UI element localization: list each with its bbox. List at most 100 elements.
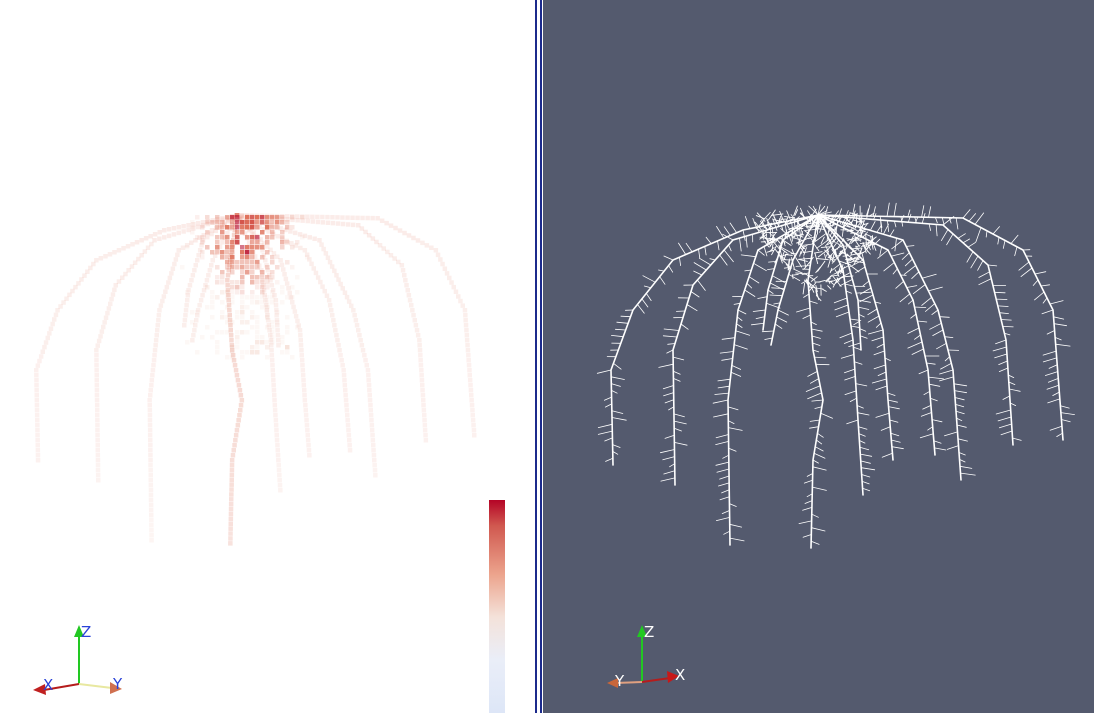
density-cell	[148, 483, 154, 488]
density-cell	[240, 305, 245, 310]
lateral-root	[1034, 271, 1047, 275]
density-cell	[290, 285, 295, 290]
crown-root	[763, 240, 770, 248]
density-cell	[225, 235, 230, 240]
crown-root	[784, 215, 794, 219]
density-cell	[342, 290, 348, 295]
density-cell	[260, 280, 265, 285]
lateral-root	[780, 246, 795, 255]
density-cell	[230, 290, 235, 295]
density-cell	[463, 323, 469, 328]
root-system-scene[interactable]: Z X Y	[543, 0, 1094, 713]
density-cell	[250, 350, 255, 355]
density-cell	[280, 216, 285, 222]
crown-root	[815, 284, 818, 293]
density-cell	[236, 383, 242, 388]
lateral-root	[774, 323, 783, 329]
lateral-root	[811, 328, 823, 332]
density-cell	[306, 443, 311, 448]
crown-root	[759, 236, 773, 241]
density-cell	[464, 328, 469, 333]
lateral-root	[1060, 412, 1075, 416]
density-cell	[228, 536, 233, 541]
density-cell	[225, 225, 230, 230]
lateral-root	[803, 479, 813, 484]
lateral-root	[914, 306, 927, 309]
density-cell	[260, 248, 265, 253]
density-cell	[363, 358, 368, 363]
lateral-root	[807, 370, 818, 377]
density-cell	[275, 220, 280, 225]
density-cell	[175, 252, 180, 258]
lateral-root	[811, 399, 824, 402]
density-cell	[226, 219, 231, 224]
density-cell	[250, 350, 255, 355]
density-cell	[185, 245, 190, 250]
density-cell	[263, 303, 269, 308]
right-render-view[interactable]: Z X Y	[543, 0, 1094, 713]
density-cell	[366, 378, 371, 383]
density-cell	[245, 295, 250, 300]
density-cell	[230, 285, 235, 290]
density-cell	[250, 250, 255, 255]
lateral-root	[596, 369, 612, 374]
density-cell	[275, 320, 280, 325]
view-splitter[interactable]	[534, 0, 543, 713]
density-cell	[150, 368, 156, 373]
density-cell	[240, 300, 245, 305]
density-cell	[280, 290, 285, 295]
density-cell	[265, 220, 270, 225]
lateral-root	[891, 446, 904, 450]
density-cell	[360, 348, 366, 353]
density-cell	[34, 408, 40, 413]
density-cell	[324, 293, 330, 298]
crown-root	[780, 248, 788, 254]
density-cell	[305, 255, 310, 260]
lateral-root	[721, 489, 730, 494]
density-cell	[270, 300, 275, 305]
density-cell	[230, 350, 235, 355]
density-cell	[313, 270, 319, 276]
crown-root	[793, 232, 797, 239]
lateral-root	[919, 433, 934, 439]
density-cell	[231, 358, 237, 363]
density-cell	[265, 275, 270, 280]
lateral-root	[1046, 384, 1060, 390]
density-cell	[255, 325, 260, 330]
density-cell	[157, 236, 162, 241]
lateral-root	[812, 466, 827, 471]
density-cell	[261, 253, 267, 258]
lateral-root	[997, 305, 1009, 307]
left-render-view[interactable]: Z X Y	[0, 0, 534, 713]
density-cell	[35, 363, 41, 368]
lateral-root	[1044, 371, 1059, 376]
density-cell	[190, 225, 195, 230]
density-cell	[220, 250, 225, 255]
lateral-root	[933, 440, 942, 444]
density-cell	[217, 225, 223, 230]
density-cell	[148, 488, 154, 493]
lateral-root	[859, 328, 867, 332]
density-cell	[305, 438, 311, 443]
density-cell	[148, 503, 154, 508]
lateral-root	[814, 406, 823, 409]
density-cell	[228, 521, 233, 527]
density-cell	[250, 280, 255, 285]
density-cell	[421, 403, 426, 408]
density-cell	[371, 448, 376, 453]
density-cell	[343, 393, 348, 398]
lateral-root	[917, 320, 928, 323]
lateral-root	[1049, 425, 1063, 431]
density-cell	[157, 230, 162, 235]
density-cell	[220, 255, 225, 260]
lateral-root	[1002, 325, 1014, 328]
lateral-root	[985, 230, 988, 238]
density-cell	[220, 300, 225, 305]
density-scene[interactable]: Z X Y	[0, 0, 534, 713]
density-cell	[303, 403, 308, 408]
lateral-root	[849, 397, 858, 403]
lateral-root	[805, 385, 821, 392]
lateral-root	[877, 371, 887, 377]
lateral-root	[883, 262, 895, 272]
lateral-root	[954, 397, 965, 401]
